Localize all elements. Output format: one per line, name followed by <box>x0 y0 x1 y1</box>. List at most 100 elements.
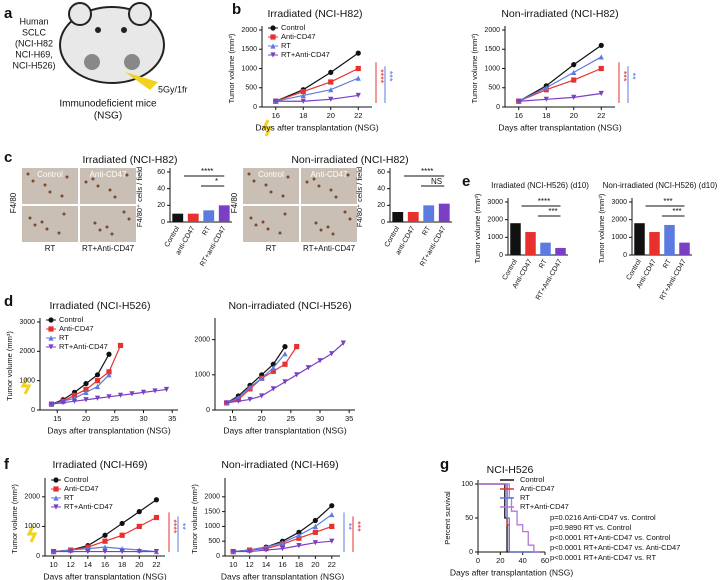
marker <box>48 401 55 407</box>
marker <box>163 386 170 393</box>
bar <box>438 203 450 222</box>
legend-label: RT+Anti-CD47 <box>59 342 108 351</box>
marker <box>571 62 577 68</box>
p-value: p=0.0216 Anti-CD47 vs. Control <box>550 513 656 522</box>
x-axis-label: Days after transplantation (NSG) <box>43 571 166 580</box>
x-tick-label: 60 <box>541 556 549 565</box>
marker <box>270 368 276 374</box>
stained-cell <box>122 210 126 214</box>
stained-cell <box>247 172 251 176</box>
micrograph-label: RT+Anti-CD47 <box>303 244 356 253</box>
x-tick-label: 10 <box>229 560 237 569</box>
significance: **** <box>169 519 179 534</box>
bar <box>203 210 215 222</box>
marker <box>355 75 361 81</box>
y-tick-label: 0 <box>253 104 257 111</box>
y-tick-label: 60 <box>157 169 165 176</box>
x-axis-label: Days after transplantation (NSG) <box>450 567 573 577</box>
bar <box>392 212 404 222</box>
x-tick-label: 40 <box>518 556 526 565</box>
marker <box>117 392 124 398</box>
x-axis-label: Days after transplantation (NSG) <box>221 571 344 580</box>
stained-cell <box>26 172 30 176</box>
stained-cell <box>334 195 338 199</box>
schematic-label: NCI-H69, <box>15 49 53 59</box>
stained-cell <box>110 232 114 236</box>
marker <box>355 65 361 72</box>
marker <box>543 85 549 91</box>
stained-cell <box>252 179 256 183</box>
marker <box>53 486 59 492</box>
stained-cell <box>108 188 112 192</box>
x-tick-label: 15 <box>53 414 61 423</box>
y-tick-label: 100 <box>461 481 473 488</box>
marker <box>53 504 59 510</box>
micrograph-label: Control <box>258 170 284 179</box>
stained-cell <box>96 184 100 188</box>
marker <box>259 393 265 399</box>
y-tick-label: 1000 <box>194 372 210 379</box>
marker <box>296 529 302 535</box>
marker <box>140 389 147 395</box>
legend-label: RT+Anti-CD47 <box>520 502 569 511</box>
marker <box>153 497 160 503</box>
marker <box>571 77 577 83</box>
marker <box>230 548 236 555</box>
marker <box>300 92 306 99</box>
y-tick-label: 1500 <box>484 46 500 53</box>
x-tick-label: 18 <box>299 111 307 120</box>
series-line <box>518 56 602 102</box>
panel-letter: e <box>462 173 470 190</box>
marker <box>312 529 318 535</box>
chart-title: Non-irradiated (NCI-H82) <box>291 154 408 166</box>
y-axis-label: F4/80⁺ cells / field <box>355 167 364 227</box>
x-tick-label: 16 <box>278 560 286 569</box>
x-tick-label: 25 <box>111 414 119 423</box>
marker <box>152 388 158 394</box>
micrograph <box>243 206 299 242</box>
marker <box>329 351 335 357</box>
x-tick-label: 20 <box>135 560 143 569</box>
marker <box>305 365 311 371</box>
stained-cell <box>346 173 350 177</box>
marker <box>355 50 361 56</box>
p-value: p<0.0001 RT+Anti-CD47 vs. RT <box>550 553 656 562</box>
marker <box>282 361 288 367</box>
bar <box>423 205 435 222</box>
x-tick-label: 16 <box>101 560 109 569</box>
marker <box>106 372 112 378</box>
x-tick-label: 30 <box>316 414 324 423</box>
marker <box>317 358 323 364</box>
radiation-icon <box>26 525 38 543</box>
marker <box>312 540 318 546</box>
x-tick-label: 18 <box>118 560 126 569</box>
y-tick-label: 1000 <box>241 65 257 72</box>
marker <box>83 386 89 393</box>
stained-cell <box>331 232 335 236</box>
marker <box>224 400 230 406</box>
y-tick-label: 500 <box>245 85 257 92</box>
marker <box>296 532 302 538</box>
schematic-dose: 5Gy/1fr <box>158 84 188 94</box>
y-axis-label: Tumor volume (mm³) <box>5 331 14 401</box>
x-axis-label: Days after transplantation (NSG) <box>498 122 621 132</box>
marker <box>340 340 346 346</box>
bar <box>634 223 645 255</box>
x-tick-label: 35 <box>168 414 176 423</box>
x-tick-label: 30 <box>139 414 147 423</box>
significance: NS <box>431 177 442 186</box>
y-tick-label: 3000 <box>19 319 35 326</box>
stained-cell <box>312 177 316 181</box>
x-tick-label: 22 <box>328 560 336 569</box>
marker <box>83 397 89 403</box>
y-tick-label: 2000 <box>19 348 35 355</box>
y-tick-label: 2000 <box>241 27 257 34</box>
series-line <box>226 353 286 404</box>
y-tick-label: 3000 <box>487 199 503 206</box>
series-line <box>518 67 602 102</box>
marker <box>119 548 125 555</box>
y-tick-label: 2000 <box>24 494 40 501</box>
significance: ** <box>628 73 638 81</box>
legend-label: Anti-CD47 <box>281 32 316 41</box>
stained-cell <box>62 212 66 216</box>
